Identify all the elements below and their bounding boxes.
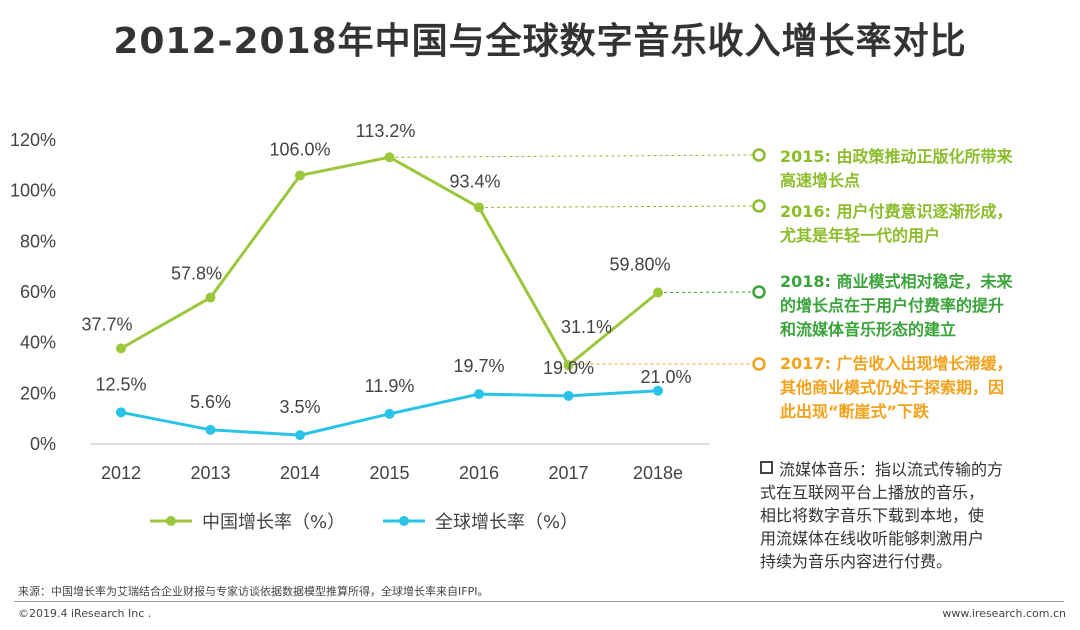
annotation-line: 2016: 用户付费意识逐渐形成， xyxy=(780,202,1013,221)
legend-label: 全球增长率（%） xyxy=(435,512,578,533)
annotation-leader xyxy=(663,291,753,294)
streaming-note: 流媒体音乐：指以流式传输的方 式在互联网平台上播放的音乐， 相比将数字音乐下载到… xyxy=(760,458,1070,573)
annotation-marker xyxy=(752,199,766,213)
global-point xyxy=(384,408,395,419)
china-data-label: 106.0% xyxy=(269,139,330,159)
x-tick-label: 2012 xyxy=(101,463,141,483)
annotation-2018: 2018: 商业模式相对稳定，未来 的增长点在于用户付费率的提升 和流媒体音乐形… xyxy=(780,270,1013,342)
chart-title: 2012-2018年中国与全球数字音乐收入增长率对比 xyxy=(113,21,967,62)
annotation-leader xyxy=(395,154,753,158)
global-point xyxy=(295,430,305,441)
global-data-label: 19.0% xyxy=(543,358,594,378)
annotation-line: 此出现“断崖式”下跌 xyxy=(780,402,930,421)
global-data-label: 11.9% xyxy=(365,376,415,396)
annotation-2015: 2015: 由政策推动正版化所带来 高速增长点 xyxy=(780,145,1013,193)
global-point xyxy=(116,407,126,418)
annotation-line: 高速增长点 xyxy=(780,171,861,190)
legend-swatch-marker xyxy=(399,516,409,526)
annotation-line: 2018: 商业模式相对稳定，未来 xyxy=(780,272,1013,291)
china-point xyxy=(116,343,126,354)
copyright: ©2019.4 iResearch Inc . xyxy=(18,607,152,620)
site-url: www.iresearch.com.cn xyxy=(942,607,1066,620)
x-tick-label: 2015 xyxy=(369,463,409,483)
annotation-line: 其他商业模式仍处于探索期，因 xyxy=(780,378,1005,397)
global-point xyxy=(653,385,663,396)
legend-swatch-marker xyxy=(166,516,176,526)
global-data-label: 19.7% xyxy=(453,356,504,376)
source-note: 来源：中国增长率为艾瑞结合企业财报与专家访谈依据数据模型推算所得，全球增长率来自… xyxy=(18,585,489,598)
y-tick-label: 20% xyxy=(20,383,56,403)
y-tick-label: 0% xyxy=(30,434,56,454)
note-line: 相比将数字音乐下载到本地，使 xyxy=(760,506,985,525)
annotation-leader xyxy=(484,205,753,208)
y-tick-label: 80% xyxy=(20,231,56,251)
y-tick-label: 120% xyxy=(10,130,56,150)
china-point xyxy=(384,152,395,163)
legend-label: 中国增长率（%） xyxy=(202,512,345,533)
x-tick-label: 2018e xyxy=(633,463,683,483)
line-chart: 0% 20% 40% 60% 80% 100% 120% 2012 2013 2014 2015 20… xyxy=(10,121,766,533)
china-point xyxy=(205,292,216,303)
china-point xyxy=(563,360,574,371)
note-line: 流媒体音乐：指以流式传输的方 xyxy=(760,458,1070,481)
note-line: 持续为音乐内容进行付费。 xyxy=(760,552,953,571)
y-tick-label: 40% xyxy=(20,333,56,353)
global-point xyxy=(205,424,216,435)
global-data-label: 12.5% xyxy=(95,374,146,394)
global-data-label: 5.6% xyxy=(190,392,231,412)
footer-divider xyxy=(14,601,1064,602)
note-line: 用流媒体在线收听能够刺激用户 xyxy=(760,529,985,548)
annotation-marker xyxy=(752,357,766,371)
annotation-line: 尤其是年轻一代的用户 xyxy=(780,226,941,245)
x-tick-label: 2014 xyxy=(280,463,320,483)
china-data-label: 31.1% xyxy=(561,317,612,337)
global-point xyxy=(563,390,574,401)
global-point xyxy=(474,389,484,400)
annotation-marker xyxy=(752,148,766,162)
china-data-label: 59.80% xyxy=(609,255,670,275)
y-tick-label: 100% xyxy=(10,181,56,201)
x-tick-label: 2016 xyxy=(459,463,499,483)
annotation-line: 和流媒体音乐形态的建立 xyxy=(780,320,957,339)
annotation-2016: 2016: 用户付费意识逐渐形成， 尤其是年轻一代的用户 xyxy=(780,200,1013,248)
annotation-line: 2017: 广告收入出现增长滞缓， xyxy=(780,354,1013,373)
china-point xyxy=(295,170,305,181)
annotation-marker xyxy=(752,285,766,299)
china-data-label: 113.2% xyxy=(356,121,416,141)
china-data-label: 37.7% xyxy=(81,314,132,334)
global-data-label: 3.5% xyxy=(279,397,320,417)
square-bullet-icon xyxy=(760,461,773,474)
annotation-line: 的增长点在于用户付费率的提升 xyxy=(780,296,1005,315)
note-line: 式在互联网平台上播放的音乐， xyxy=(760,483,985,502)
china-data-label: 93.4% xyxy=(449,171,500,191)
global-data-label: 21.0% xyxy=(640,367,691,387)
x-tick-label: 2013 xyxy=(190,463,230,483)
china-point xyxy=(653,287,663,298)
china-data-label: 57.8% xyxy=(171,264,222,284)
annotation-2017: 2017: 广告收入出现增长滞缓， 其他商业模式仍处于探索期，因 此出现“断崖式… xyxy=(780,352,1013,424)
annotation-line: 2015: 由政策推动正版化所带来 xyxy=(780,147,1013,166)
x-tick-label: 2017 xyxy=(548,463,588,483)
y-tick-label: 60% xyxy=(20,282,56,302)
china-point xyxy=(474,202,484,213)
